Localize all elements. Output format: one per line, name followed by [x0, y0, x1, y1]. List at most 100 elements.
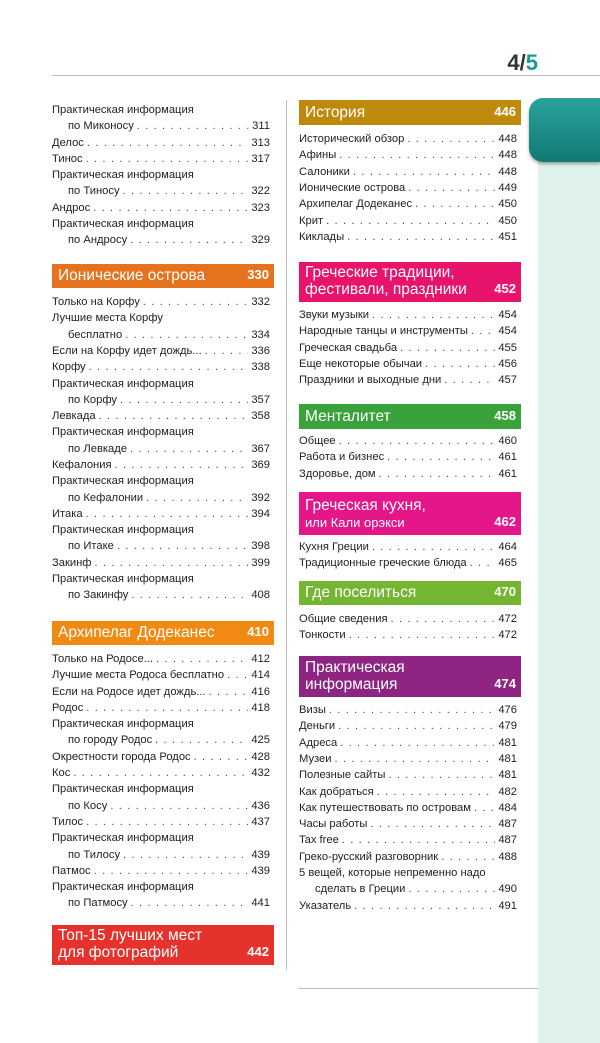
toc-entry[interactable]: Делос 313	[52, 135, 270, 151]
toc-entry[interactable]: Кефалония 369	[52, 457, 270, 473]
section-header-ionian[interactable]: Ионические острова 330	[52, 264, 274, 288]
dot-leader	[205, 343, 249, 359]
toc-entry[interactable]: Указатель 491	[299, 898, 517, 914]
section-header-traditions[interactable]: Греческие традиции, фестивали, праздники 4…	[299, 262, 521, 302]
toc-entry[interactable]: Общие сведения 472	[299, 611, 517, 627]
section-header-practical[interactable]: Практическая информация 474	[299, 656, 521, 697]
toc-entry[interactable]: Закинф 399	[52, 555, 270, 571]
toc-entry[interactable]: Патмос 439	[52, 863, 270, 879]
toc-entry[interactable]: Салоники 448	[299, 164, 517, 180]
toc-entry[interactable]: Кухня Греции 464	[299, 539, 517, 555]
toc-entry[interactable]: Народные танцы и инструменты 454	[299, 323, 517, 339]
toc-entry[interactable]: Если на Родосе идет дождь... 416	[52, 684, 270, 700]
toc-entry[interactable]: Традиционные греческие блюда 465	[299, 555, 517, 571]
entry-line: Афины 448	[299, 147, 517, 163]
toc-entry[interactable]: Часы работы 487	[299, 816, 517, 832]
entry-title: Tax free	[299, 834, 339, 847]
entry-title: Практическая информация	[52, 573, 194, 586]
section-header-mentality[interactable]: Менталитет 458	[299, 404, 521, 429]
section-header-history[interactable]: История 446	[299, 100, 521, 125]
entry-page: 311	[252, 120, 270, 133]
dot-leader	[415, 196, 495, 212]
toc-entry[interactable]: Только на Корфу 332	[52, 294, 270, 310]
toc-entry[interactable]: Греко-русский разговорник 488	[299, 849, 517, 865]
toc-entry[interactable]: Музеи 481	[299, 751, 517, 767]
section-header-top15[interactable]: Топ-15 лучших мест для фотографий 442	[52, 925, 274, 965]
toc-entry[interactable]: Тонкости 472	[299, 627, 517, 643]
entry-title: Указатель	[299, 899, 352, 912]
entry-line: Tax free 487	[299, 832, 517, 848]
toc-entry[interactable]: Работа и бизнес 461	[299, 449, 517, 465]
toc-entry[interactable]: Деньги 479	[299, 718, 517, 734]
section-header-cuisine[interactable]: Греческая кухня, или Кали орэкси 462	[299, 492, 521, 535]
entry-line: Практическая информация	[52, 102, 270, 118]
section-header-where[interactable]: Где поселиться 470	[299, 581, 521, 605]
entry-title: Практическая информация	[52, 475, 194, 488]
toc-entry[interactable]: Практическая информация по Корфу 357	[52, 376, 270, 409]
entry-line: Салоники 448	[299, 164, 517, 180]
toc-entry[interactable]: Праздники и выходные дни 457	[299, 372, 517, 388]
toc-entry[interactable]: Итака 394	[52, 506, 270, 522]
toc-entry[interactable]: Левкада 358	[52, 408, 270, 424]
entry-line: по Кефалонии 392	[52, 490, 270, 506]
toc-entry[interactable]: Кос 432	[52, 765, 270, 781]
toc-entry[interactable]: Практическая информация по Тилосу 439	[52, 830, 270, 863]
toc-entry[interactable]: Андрос 323	[52, 200, 270, 216]
bookmark-tab[interactable]	[529, 98, 600, 162]
toc-entry[interactable]: Tax free 487	[299, 832, 517, 848]
toc-entry[interactable]: Практическая информация по Итаке 398	[52, 522, 270, 555]
toc-entry[interactable]: Звуки музыки 454	[299, 307, 517, 323]
toc-entry[interactable]: Только на Родосе... 412	[52, 651, 270, 667]
section-header-dodecanese[interactable]: Архипелаг Додеканес 410	[52, 621, 274, 645]
entry-page: 491	[498, 899, 517, 912]
toc-entry[interactable]: Практическая информация по Андросу 329	[52, 216, 270, 249]
toc-entry[interactable]: Греческая свадьба 455	[299, 340, 517, 356]
entry-title: Тилос	[52, 816, 84, 828]
toc-entry[interactable]: Здоровье, дом 461	[299, 466, 517, 482]
entry-line: Архипелаг Додеканес 450	[299, 196, 517, 212]
toc-entry[interactable]: Общее 460	[299, 433, 517, 449]
dot-leader	[425, 356, 495, 372]
toc-entry[interactable]: Как путешествовать по островам 484	[299, 800, 517, 816]
entry-title: Общее	[299, 435, 336, 447]
entry-page: 465	[498, 557, 517, 570]
toc-entry[interactable]: Еще некоторые обычаи 456	[299, 356, 517, 372]
entry-line: Итака 394	[52, 506, 270, 522]
toc-entry[interactable]: Крит 450	[299, 213, 517, 229]
toc-entry[interactable]: Киклады 451	[299, 229, 517, 245]
entry-page: 358	[251, 410, 270, 423]
toc-entry[interactable]: Практическая информация по Косу 436	[52, 781, 270, 814]
toc-entry[interactable]: Родос 418	[52, 700, 270, 716]
toc-entry[interactable]: Адреса 481	[299, 735, 517, 751]
entry-page: 439	[251, 864, 270, 877]
entry-line: Тонкости 472	[299, 627, 517, 643]
toc-entry[interactable]: Практическая информация по Патмосу 441	[52, 879, 270, 912]
toc-entry[interactable]: Практическая информация по Закинфу 408	[52, 571, 270, 604]
toc-entry[interactable]: Практическая информация по Тиносу 322	[52, 167, 270, 200]
entry-page: 398	[251, 540, 270, 553]
toc-entry[interactable]: Корфу 338	[52, 359, 270, 375]
entry-page: 448	[498, 133, 517, 145]
entry-page: 322	[251, 185, 270, 198]
toc-entry[interactable]: Архипелаг Додеканес 450	[299, 196, 517, 212]
toc-entry[interactable]: Практическая информация по городу Родос 42…	[52, 716, 270, 749]
toc-entry[interactable]: Тинос 317	[52, 151, 270, 167]
entry-title: Ионические острова	[299, 181, 406, 194]
toc-entry[interactable]: Полезные сайты 481	[299, 767, 517, 783]
dot-leader	[117, 538, 248, 554]
toc-entry[interactable]: Афины 448	[299, 147, 517, 163]
toc-entry[interactable]: 5 вещей, которые непременно надо сделать …	[299, 865, 517, 898]
toc-entry[interactable]: Тилос 437	[52, 814, 270, 830]
entry-page: 476	[498, 704, 517, 716]
toc-entry[interactable]: Практическая информация по Левкаде 367	[52, 424, 270, 457]
toc-entry[interactable]: Ионические острова 449	[299, 180, 517, 196]
toc-entry[interactable]: Как добраться 482	[299, 784, 517, 800]
toc-entry[interactable]: Лучшие места Корфу бесплатно 334	[52, 310, 270, 343]
toc-entry[interactable]: Исторический обзор 448	[299, 131, 517, 147]
toc-entry[interactable]: Визы 476	[299, 702, 517, 718]
toc-entry[interactable]: Лучшие места Родоса бесплатно 414	[52, 667, 270, 683]
toc-entry[interactable]: Если на Корфу идет дождь... 336	[52, 343, 270, 359]
toc-entry[interactable]: Окрестности города Родос 428	[52, 749, 270, 765]
toc-entry[interactable]: Практическая информация по Миконосу 311	[52, 102, 270, 135]
toc-entry[interactable]: Практическая информация по Кефалонии 392	[52, 473, 270, 506]
